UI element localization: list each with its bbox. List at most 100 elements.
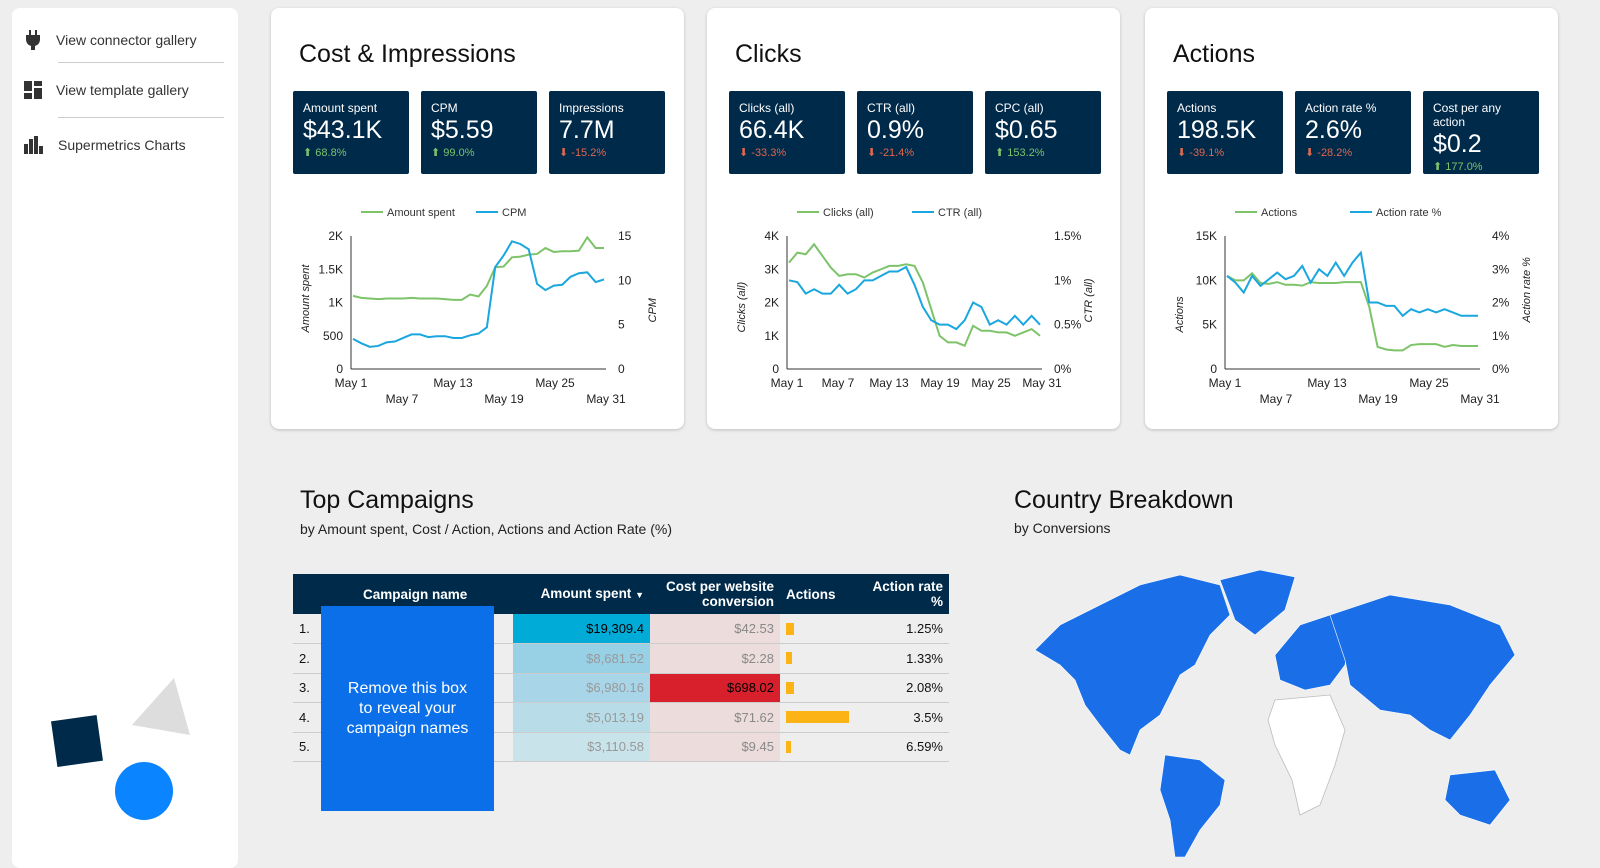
kpi-value: $0.65 — [995, 116, 1058, 144]
col-actions[interactable]: Actions — [780, 574, 855, 614]
kpi-label: CTR (all) — [867, 101, 915, 115]
kpi-value: $5.59 — [431, 116, 494, 144]
x-tick-label: May 25 — [971, 376, 1011, 390]
card-title: Clicks — [735, 40, 802, 68]
kpi-scorecard: CPC (all) $0.65 ⬆ 153.2% — [985, 91, 1101, 174]
kpi-delta: 153.2% — [1007, 147, 1045, 159]
map-greenland — [1219, 569, 1296, 636]
y2-tick-label: 10 — [618, 273, 632, 287]
kpi-delta: 68.8% — [315, 147, 347, 159]
amount-spent-cell: $6,980.16 — [513, 673, 650, 703]
kpi-scorecard: CTR (all) 0.9% ⬇ -21.4% — [857, 91, 973, 174]
y-tick-label: 0 — [1210, 362, 1217, 376]
actions-bar — [786, 740, 792, 753]
kpi-scorecard: Impressions 7.7M ⬇ -15.2% — [549, 91, 665, 174]
card-clicks: Clicks Clicks (all) 66.4K ⬇ -33.3% CTR (… — [707, 8, 1120, 429]
y-axis-title: Clicks (all) — [736, 281, 748, 332]
divider — [58, 117, 224, 118]
sidebar: View connector gallery View template gal… — [12, 8, 238, 868]
card-cost-impressions: Cost & Impressions Amount spent $43.1K ⬆… — [271, 8, 684, 429]
arrow-up-icon: ⬆ — [303, 147, 313, 159]
y2-tick-label: 1% — [1054, 273, 1072, 287]
amount-spent-cell: $19,309.4 — [513, 614, 650, 644]
y2-tick-label: 5 — [618, 318, 625, 332]
x-tick-label: May 7 — [386, 392, 419, 406]
campaign-name-cover-box[interactable]: Remove this box to reveal your campaign … — [321, 606, 494, 811]
map-asia — [1329, 594, 1516, 741]
y-tick-label: 1K — [328, 296, 343, 310]
x-tick-label: May 25 — [535, 376, 575, 390]
sidebar-item-connector-gallery[interactable]: View connector gallery — [24, 30, 197, 50]
table-row[interactable]: 3. $6,980.16 $698.02 2.08% — [293, 673, 949, 703]
y2-tick-label: 0.5% — [1054, 318, 1082, 332]
divider — [58, 62, 224, 63]
actions-cell — [780, 614, 855, 644]
action-rate-cell: 6.59% — [855, 732, 949, 762]
amount-spent-cell: $3,110.58 — [513, 732, 650, 762]
col-action-rate[interactable]: Action rate % — [855, 574, 949, 614]
sidebar-item-label: Supermetrics Charts — [58, 137, 186, 153]
y2-tick-label: 3% — [1492, 262, 1510, 276]
kpi-label: Amount spent — [303, 101, 378, 115]
table-row[interactable]: 2. $8,681.52 $2.28 1.33% — [293, 643, 949, 674]
action-rate-cell: 3.5% — [855, 702, 949, 733]
decorative-shapes — [51, 678, 190, 820]
action-rate-cell: 1.25% — [855, 614, 949, 644]
y-tick-label: 10K — [1196, 273, 1217, 287]
template-icon — [24, 81, 42, 99]
y-tick-label: 1.5K — [318, 262, 343, 276]
sidebar-item-supermetrics-charts[interactable]: Supermetrics Charts — [24, 136, 186, 154]
row-number: 2. — [293, 643, 321, 674]
map-north-america — [1034, 574, 1231, 756]
y-tick-label: 3K — [764, 262, 779, 276]
kpi-value: 2.6% — [1305, 116, 1362, 144]
y2-axis-title: Action rate % — [1521, 257, 1533, 324]
sidebar-item-template-gallery[interactable]: View template gallery — [24, 81, 189, 99]
x-tick-label: May 19 — [484, 392, 524, 406]
kpi-delta: -15.2% — [571, 147, 607, 159]
y-tick-label: 1K — [764, 329, 779, 343]
legend-label: CTR (all) — [938, 207, 982, 219]
actions-cell — [780, 732, 855, 762]
x-tick-label: May 31 — [586, 392, 626, 406]
cost-per-conversion-cell: $2.28 — [650, 643, 780, 674]
kpi-value: 7.7M — [559, 116, 615, 144]
sort-desc-icon: ▼ — [635, 589, 644, 600]
y-tick-label: 15K — [1196, 229, 1217, 243]
actions-cell — [780, 702, 855, 733]
series-line-actions — [1226, 271, 1478, 352]
card-title: Cost & Impressions — [299, 40, 516, 68]
line-chart: Actions Action rate % 0 5K 10K 15K 0% 1% 2% 3% 4% A… — [1174, 207, 1533, 406]
row-number: 3. — [293, 673, 321, 703]
y-tick-label: 2K — [328, 229, 343, 243]
cost-per-conversion-cell: $698.02 — [650, 673, 780, 703]
col-cost-per-conversion[interactable]: Cost per website conversion — [650, 574, 780, 614]
amount-spent-cell: $5,013.19 — [513, 702, 650, 733]
col-amount-spent[interactable]: Amount spent ▼ — [513, 574, 650, 614]
y-tick-label: 5K — [1202, 318, 1217, 332]
kpi-delta: -39.1% — [1189, 147, 1225, 159]
cost-per-conversion-cell: $9.45 — [650, 732, 780, 762]
legend-label: Action rate % — [1376, 207, 1442, 219]
plug-icon — [26, 30, 40, 50]
line-chart: Clicks (all) CTR (all) 0 1K 2K 3K 4K 0% 0.5% 1% 1.… — [736, 207, 1095, 390]
kpi-label: Clicks (all) — [739, 101, 795, 115]
actions-cell — [780, 673, 855, 703]
x-tick-label: May 31 — [1460, 392, 1500, 406]
kpi-scorecard: Amount spent $43.1K ⬆ 68.8% — [293, 91, 409, 174]
arrow-down-icon: ⬇ — [739, 147, 749, 159]
kpi-scorecard: CPM $5.59 ⬆ 99.0% — [421, 91, 537, 174]
y2-tick-label: 15 — [618, 229, 632, 243]
kpi-scorecard: Cost per any action $0.2 ⬆ 177.0% — [1423, 91, 1539, 174]
y2-tick-label: 0% — [1492, 362, 1510, 376]
y-axis-title: Actions — [1174, 296, 1186, 334]
x-tick-label: May 1 — [335, 376, 368, 390]
legend-label: CPM — [502, 207, 526, 219]
kpi-delta: 177.0% — [1445, 161, 1483, 173]
country-breakdown-subtitle: by Conversions — [1014, 520, 1111, 536]
y-tick-label: 4K — [764, 229, 779, 243]
world-map[interactable] — [1030, 565, 1520, 857]
kpi-delta: -28.2% — [1317, 147, 1353, 159]
row-number: 5. — [293, 732, 321, 762]
map-south-america — [1159, 754, 1226, 857]
